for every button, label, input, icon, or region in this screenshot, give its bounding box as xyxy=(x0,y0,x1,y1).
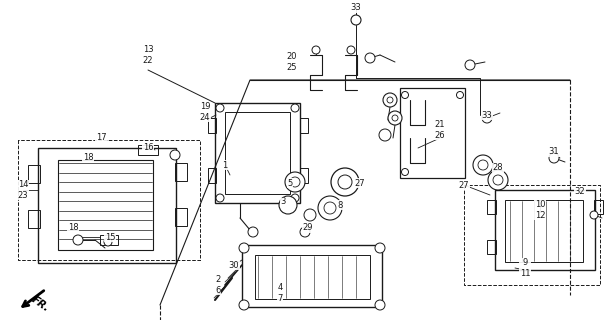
Bar xyxy=(495,190,595,270)
Text: 5: 5 xyxy=(287,179,293,188)
Text: 14
23: 14 23 xyxy=(18,180,29,200)
Text: 21
26: 21 26 xyxy=(435,120,446,140)
Circle shape xyxy=(383,93,397,107)
Circle shape xyxy=(324,202,336,214)
Circle shape xyxy=(401,169,409,175)
Circle shape xyxy=(300,227,310,237)
Circle shape xyxy=(73,235,83,245)
Circle shape xyxy=(291,194,299,202)
Bar xyxy=(487,200,496,214)
Circle shape xyxy=(392,115,398,121)
Bar xyxy=(58,160,153,250)
Text: 20
25: 20 25 xyxy=(287,52,297,72)
Bar xyxy=(225,112,290,194)
Bar xyxy=(400,88,465,178)
Circle shape xyxy=(375,243,385,253)
Circle shape xyxy=(312,46,320,54)
Text: 15: 15 xyxy=(105,233,115,242)
Circle shape xyxy=(351,15,361,25)
Bar xyxy=(28,165,40,183)
Circle shape xyxy=(365,53,375,63)
Circle shape xyxy=(104,238,112,246)
Circle shape xyxy=(456,92,464,99)
Text: 32: 32 xyxy=(575,188,585,196)
Circle shape xyxy=(478,160,488,170)
Circle shape xyxy=(170,150,180,160)
Text: 4
7: 4 7 xyxy=(277,283,283,303)
Text: 1: 1 xyxy=(222,161,228,170)
Text: FR.: FR. xyxy=(29,294,51,314)
Circle shape xyxy=(401,92,409,99)
Text: 18: 18 xyxy=(68,223,78,233)
Circle shape xyxy=(387,97,393,103)
Circle shape xyxy=(304,209,316,221)
Circle shape xyxy=(590,211,598,219)
Circle shape xyxy=(216,194,224,202)
Circle shape xyxy=(347,46,355,54)
Bar xyxy=(208,118,216,133)
Bar xyxy=(594,200,603,214)
Bar xyxy=(215,103,300,203)
Circle shape xyxy=(279,196,297,214)
Circle shape xyxy=(482,113,492,123)
Text: 33: 33 xyxy=(351,4,361,12)
Text: 10
12: 10 12 xyxy=(535,200,545,220)
Circle shape xyxy=(285,172,305,192)
Circle shape xyxy=(331,168,359,196)
Circle shape xyxy=(388,111,402,125)
Circle shape xyxy=(465,60,475,70)
Circle shape xyxy=(488,170,508,190)
Text: 31: 31 xyxy=(549,148,559,156)
Bar xyxy=(38,148,176,263)
Circle shape xyxy=(239,300,249,310)
Text: 28: 28 xyxy=(493,164,503,172)
Circle shape xyxy=(338,175,352,189)
Bar xyxy=(505,200,583,262)
Circle shape xyxy=(290,177,300,187)
Bar xyxy=(175,163,187,181)
Circle shape xyxy=(375,300,385,310)
Text: 19
24: 19 24 xyxy=(200,102,210,122)
Text: 16: 16 xyxy=(143,143,154,153)
Bar xyxy=(100,235,118,245)
Text: 8: 8 xyxy=(337,201,343,210)
Circle shape xyxy=(318,196,342,220)
Circle shape xyxy=(493,175,503,185)
Circle shape xyxy=(216,104,224,112)
Text: 27: 27 xyxy=(354,179,365,188)
Circle shape xyxy=(379,129,391,141)
Text: 3: 3 xyxy=(280,197,286,206)
Bar xyxy=(208,168,216,183)
Bar xyxy=(175,208,187,226)
Text: 33: 33 xyxy=(481,110,492,119)
Circle shape xyxy=(473,155,493,175)
Text: 17: 17 xyxy=(96,133,106,142)
Circle shape xyxy=(549,153,559,163)
Circle shape xyxy=(239,243,249,253)
Text: 18: 18 xyxy=(83,154,93,163)
Bar xyxy=(300,118,308,133)
Circle shape xyxy=(291,104,299,112)
Text: 29: 29 xyxy=(303,223,313,233)
Bar xyxy=(300,168,308,183)
Text: 9
11: 9 11 xyxy=(520,258,531,278)
Text: 27: 27 xyxy=(459,180,469,189)
Bar xyxy=(487,240,496,254)
Text: 30: 30 xyxy=(229,260,239,269)
Bar xyxy=(138,145,158,155)
Bar xyxy=(28,210,40,228)
Text: 2
6: 2 6 xyxy=(215,275,221,295)
Circle shape xyxy=(248,227,258,237)
Bar xyxy=(255,255,370,299)
Text: 13
22: 13 22 xyxy=(143,45,154,65)
Bar xyxy=(242,245,382,307)
